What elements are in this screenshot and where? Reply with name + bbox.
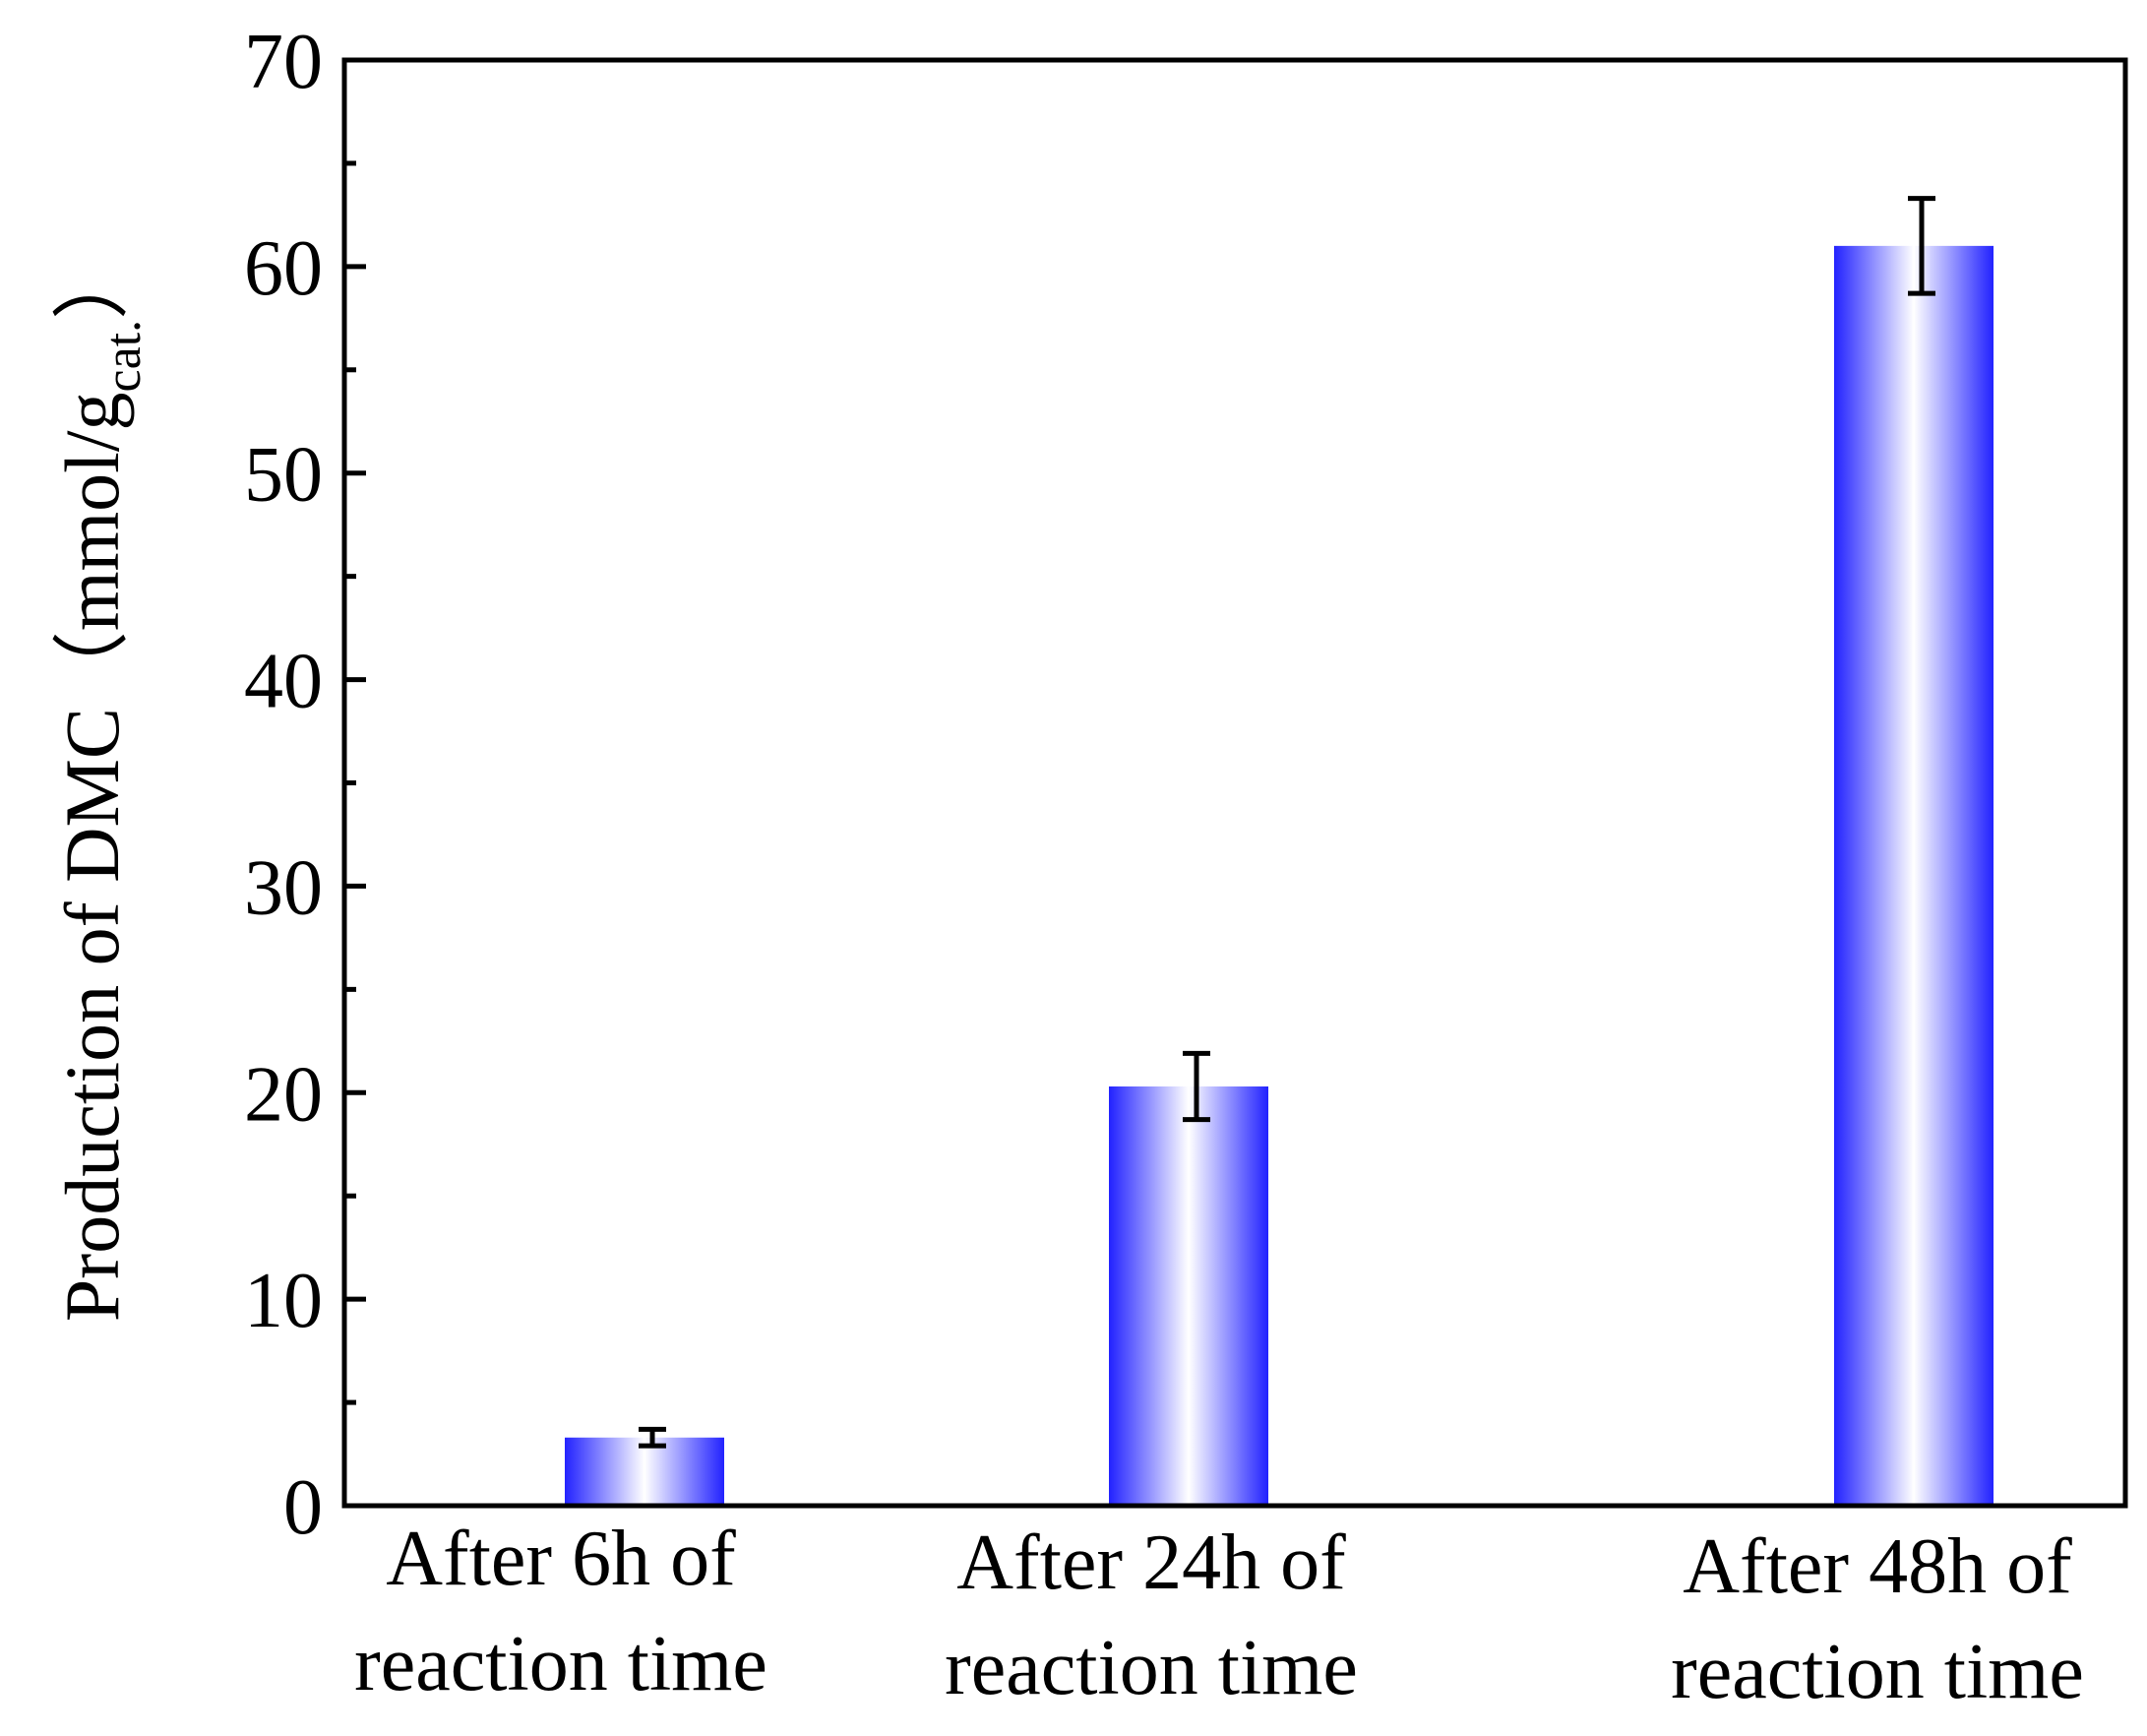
y-tick-label: 40 <box>244 639 323 725</box>
x-category-label: reaction time <box>354 1621 767 1707</box>
x-category-label: reaction time <box>1671 1629 2084 1715</box>
x-category-label: After 24h of <box>956 1519 1346 1606</box>
y-tick-label: 10 <box>244 1258 323 1344</box>
bar <box>565 1437 724 1506</box>
x-axis-labels: After 6h of reaction time After 24h of reac… <box>354 1516 2084 1715</box>
y-axis-label: Production of DMC（mmol/gcat.） <box>49 243 152 1322</box>
y-tick-label: 60 <box>244 225 323 312</box>
x-category-label: reaction time <box>945 1625 1358 1711</box>
y-axis-label-subscript: cat. <box>95 320 152 393</box>
x-category-label: After 48h of <box>1683 1523 2072 1610</box>
y-axis-ticks: 0 10 20 30 40 50 60 70 <box>244 19 366 1551</box>
y-tick-label: 30 <box>244 844 323 931</box>
bar <box>1109 1085 1268 1506</box>
x-category-label: After 6h of <box>386 1516 736 1602</box>
bar <box>1834 245 1994 1506</box>
bars-layer <box>565 245 1994 1506</box>
y-tick-label: 0 <box>283 1464 323 1551</box>
y-tick-label: 50 <box>244 432 323 519</box>
error-bars-layer <box>639 196 1935 1449</box>
y-axis-label-main: Production of DMC（mmol/g <box>49 392 135 1322</box>
y-tick-label: 70 <box>244 19 323 105</box>
y-axis-label-close: ） <box>49 243 135 320</box>
y-tick-label: 20 <box>244 1051 323 1138</box>
